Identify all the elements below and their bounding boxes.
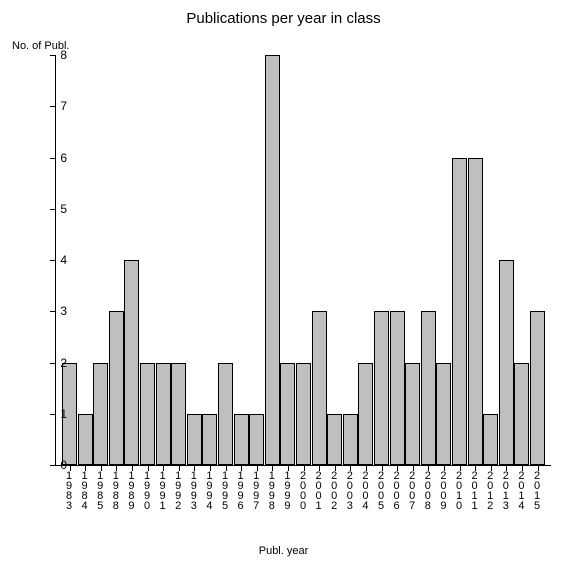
bar — [514, 363, 529, 466]
y-tick-label: 7 — [47, 99, 67, 113]
x-tick-label: 2005 — [375, 470, 386, 510]
publications-chart: Publications per year in class No. of Pu… — [0, 0, 567, 567]
bar — [343, 414, 358, 465]
bar — [483, 414, 498, 465]
bar — [202, 414, 217, 465]
x-tick-label: 2013 — [500, 470, 511, 510]
x-tick-label: 1994 — [203, 470, 214, 510]
bar — [296, 363, 311, 466]
x-tick-label: 1989 — [125, 470, 136, 510]
y-tick-label: 8 — [47, 48, 67, 62]
bar — [499, 260, 514, 465]
bar — [234, 414, 249, 465]
bar — [390, 311, 405, 465]
x-tick-label: 2008 — [422, 470, 433, 510]
y-tick-label: 5 — [47, 202, 67, 216]
x-tick-label: 2002 — [328, 470, 339, 510]
x-tick-label: 2006 — [391, 470, 402, 510]
x-tick-label: 1990 — [141, 470, 152, 510]
bar — [265, 55, 280, 465]
x-tick-label: 1991 — [157, 470, 168, 510]
x-tick-label: 2000 — [297, 470, 308, 510]
bar — [530, 311, 545, 465]
bar — [78, 414, 93, 465]
x-tick-label: 1992 — [172, 470, 183, 510]
bar — [109, 311, 124, 465]
x-tick-label: 2010 — [453, 470, 464, 510]
bar — [468, 158, 483, 466]
x-tick-label: 2007 — [406, 470, 417, 510]
bar — [327, 414, 342, 465]
x-tick-label: 1985 — [94, 470, 105, 510]
x-tick-label: 1995 — [219, 470, 230, 510]
bar — [171, 363, 186, 466]
x-tick-label: 1998 — [266, 470, 277, 510]
x-tick-label: 1999 — [281, 470, 292, 510]
x-tick-label: 2009 — [437, 470, 448, 510]
bar — [374, 311, 389, 465]
x-tick-label: 1988 — [110, 470, 121, 510]
bar — [405, 363, 420, 466]
bar — [218, 363, 233, 466]
x-tick-label: 2003 — [344, 470, 355, 510]
bar — [358, 363, 373, 466]
bar — [280, 363, 295, 466]
x-tick-label: 1997 — [250, 470, 261, 510]
bar — [421, 311, 436, 465]
bars-group — [56, 55, 551, 465]
x-tick-label: 1984 — [79, 470, 90, 510]
bar — [436, 363, 451, 466]
y-tick-label: 6 — [47, 151, 67, 165]
y-tick-label: 4 — [47, 253, 67, 267]
y-tick-label: 1 — [47, 407, 67, 421]
plot-area — [55, 55, 551, 466]
x-tick-label: 2012 — [484, 470, 495, 510]
bar — [93, 363, 108, 466]
y-tick-label: 2 — [47, 356, 67, 370]
bar — [452, 158, 467, 466]
chart-title: Publications per year in class — [0, 10, 567, 27]
x-tick-label: 2014 — [515, 470, 526, 510]
x-axis-label: Publ. year — [0, 545, 567, 557]
bar — [312, 311, 327, 465]
y-tick-label: 3 — [47, 304, 67, 318]
x-tick-label: 1993 — [188, 470, 199, 510]
x-tick-label: 2004 — [359, 470, 370, 510]
bar — [140, 363, 155, 466]
bar — [124, 260, 139, 465]
bar — [156, 363, 171, 466]
x-tick-label: 2001 — [313, 470, 324, 510]
bar — [187, 414, 202, 465]
x-tick-label: 2015 — [531, 470, 542, 510]
x-tick-label: 1996 — [235, 470, 246, 510]
x-tick-label: 1983 — [63, 470, 74, 510]
x-tick-label: 2011 — [469, 470, 480, 510]
bar — [249, 414, 264, 465]
